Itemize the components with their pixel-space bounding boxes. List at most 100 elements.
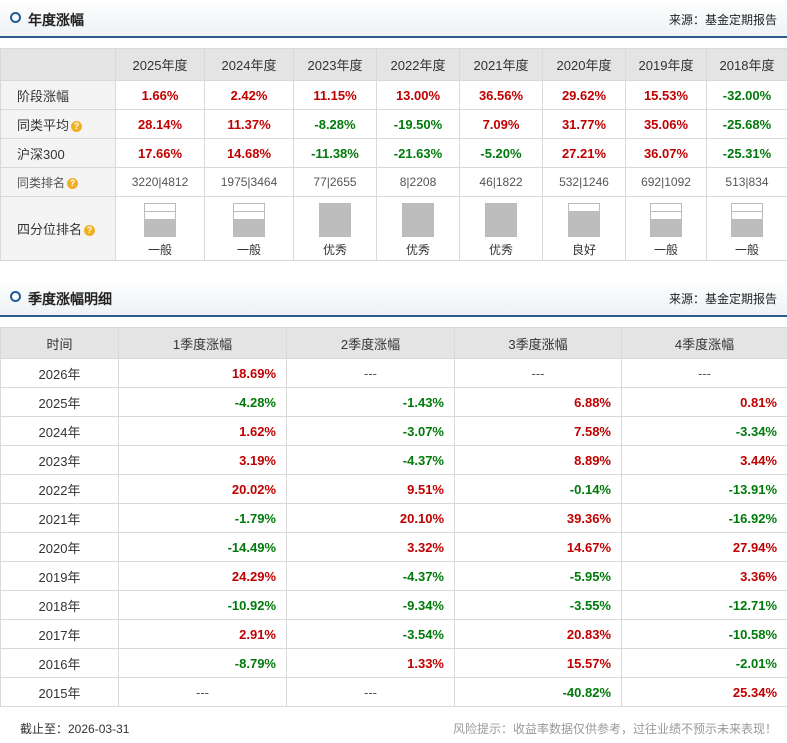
rank-cell: 532|1246 <box>542 167 626 197</box>
return-cell: -3.54% <box>286 619 455 649</box>
quartile-cell: 优秀 <box>376 196 460 261</box>
year-cell: 2017年 <box>0 619 119 649</box>
annual-header-row: 2025年度 2024年度 2023年度 2022年度 2021年度 2020年度 2019… <box>0 48 787 81</box>
return-cell: --- <box>454 358 622 388</box>
question-mark-icon[interactable]: ? <box>71 120 83 132</box>
column-header: 时间 <box>0 327 119 359</box>
year-cell: 2016年 <box>0 648 119 678</box>
quarterly-returns-table: 时间 1季度涨幅 2季度涨幅 3季度涨幅 4季度涨幅 2026年 18.69% --- ---… <box>0 327 787 707</box>
quartile-bar <box>320 204 350 212</box>
return-cell: 6.88% <box>454 387 622 417</box>
quartile-bar <box>234 212 264 220</box>
quartile-cell: 一般 <box>115 196 205 261</box>
return-cell: --- <box>621 358 787 388</box>
return-cell: 1.62% <box>118 416 287 446</box>
quartile-indicator <box>568 203 600 237</box>
quartile-indicator <box>402 203 434 237</box>
return-cell: 29.62% <box>542 80 626 110</box>
return-cell: --- <box>118 677 287 707</box>
quartile-bar <box>732 204 762 212</box>
quartile-cell: 一般 <box>625 196 707 261</box>
return-cell: -0.14% <box>454 474 622 504</box>
quartile-cell: 一般 <box>706 196 787 261</box>
row-label-cell: 四分位排名? <box>0 196 116 261</box>
column-header: 4季度涨幅 <box>621 327 787 359</box>
return-cell: -4.37% <box>286 445 455 475</box>
quartile-bar <box>320 228 350 236</box>
quartile-label: 一般 <box>653 243 678 257</box>
rank-cell: 513|834 <box>706 167 787 197</box>
row-label: 同类平均 <box>17 117 70 133</box>
return-cell: 36.56% <box>459 80 543 110</box>
quartile-indicator <box>233 203 265 237</box>
quartile-bar <box>403 228 433 236</box>
row-label: 四分位排名 <box>17 222 83 237</box>
return-cell: 35.06% <box>625 109 707 139</box>
annual-section-source: 来源：基金定期报告 <box>668 13 777 27</box>
quartile-bar <box>569 212 599 220</box>
question-mark-icon[interactable]: ? <box>67 177 79 189</box>
quartile-bar <box>732 212 762 220</box>
return-cell: 1.66% <box>115 80 205 110</box>
year-cell: 2021年 <box>0 503 119 533</box>
table-row: 沪深300 17.66% 14.68% -11.38% -21.63% -5.20% 27.… <box>0 138 787 168</box>
quartile-indicator <box>319 203 351 237</box>
return-cell: -2.01% <box>621 648 787 678</box>
quartile-bar <box>569 220 599 228</box>
table-row: 2018年 -10.92% -9.34% -3.55% -12.71% <box>0 590 787 620</box>
quartile-label: 优秀 <box>405 243 430 257</box>
return-cell: --- <box>286 358 455 388</box>
return-cell: 25.34% <box>621 677 787 707</box>
return-cell: 36.07% <box>625 138 707 168</box>
return-cell: -32.00% <box>706 80 787 110</box>
year-cell: 2023年 <box>0 445 119 475</box>
return-cell: -10.58% <box>621 619 787 649</box>
return-cell: -10.92% <box>118 590 287 620</box>
year-header: 2023年度 <box>293 48 377 81</box>
return-cell: 13.00% <box>376 80 460 110</box>
quartile-label: 一般 <box>147 243 172 257</box>
row-label-cell: 阶段涨幅 <box>0 80 116 110</box>
row-label-cell: 沪深300 <box>0 138 116 168</box>
return-cell: --- <box>286 677 455 707</box>
table-row: 2016年 -8.79% 1.33% 15.57% -2.01% <box>0 648 787 678</box>
return-cell: 15.57% <box>454 648 622 678</box>
table-row: 2019年 24.29% -4.37% -5.95% 3.36% <box>0 561 787 591</box>
return-cell: 20.10% <box>286 503 455 533</box>
quartile-bar <box>651 204 681 212</box>
quartile-indicator <box>144 203 176 237</box>
quartile-bar <box>486 212 516 220</box>
question-mark-icon[interactable]: ? <box>84 225 96 236</box>
quarterly-section-source: 来源：基金定期报告 <box>668 292 777 306</box>
row-label: 沪深300 <box>17 146 65 162</box>
table-row: 2025年 -4.28% -1.43% 6.88% 0.81% <box>0 387 787 417</box>
year-cell: 2015年 <box>0 677 119 707</box>
return-cell: -11.38% <box>293 138 377 168</box>
year-cell: 2018年 <box>0 590 119 620</box>
year-cell: 2020年 <box>0 532 119 562</box>
return-cell: 24.29% <box>118 561 287 591</box>
return-cell: 2.42% <box>204 80 294 110</box>
quartile-bar <box>486 228 516 236</box>
row-label: 阶段涨幅 <box>17 88 70 104</box>
return-cell: -21.63% <box>376 138 460 168</box>
rank-cell: 1975|3464 <box>204 167 294 197</box>
annual-section-header: 年度涨幅 来源：基金定期报告 <box>0 0 787 38</box>
table-row: 2022年 20.02% 9.51% -0.14% -13.91% <box>0 474 787 504</box>
return-cell: 2.91% <box>118 619 287 649</box>
quartile-bar <box>145 220 175 228</box>
circle-bullet-icon <box>10 12 21 23</box>
quartile-bar <box>234 220 264 228</box>
return-cell: -5.95% <box>454 561 622 591</box>
table-row: 2026年 18.69% --- --- --- <box>0 358 787 388</box>
row-label-cell: 同类排名? <box>0 167 116 197</box>
return-cell: 39.36% <box>454 503 622 533</box>
year-header: 2019年度 <box>625 48 707 81</box>
table-row: 四分位排名? 一般 一般 优秀 优秀 优秀 良好 一般 一般 <box>0 196 787 261</box>
return-cell: -12.71% <box>621 590 787 620</box>
return-cell: -1.79% <box>118 503 287 533</box>
quartile-bar <box>145 212 175 220</box>
year-header: 2022年度 <box>376 48 460 81</box>
rank-cell: 8|2208 <box>376 167 460 197</box>
return-cell: 8.89% <box>454 445 622 475</box>
